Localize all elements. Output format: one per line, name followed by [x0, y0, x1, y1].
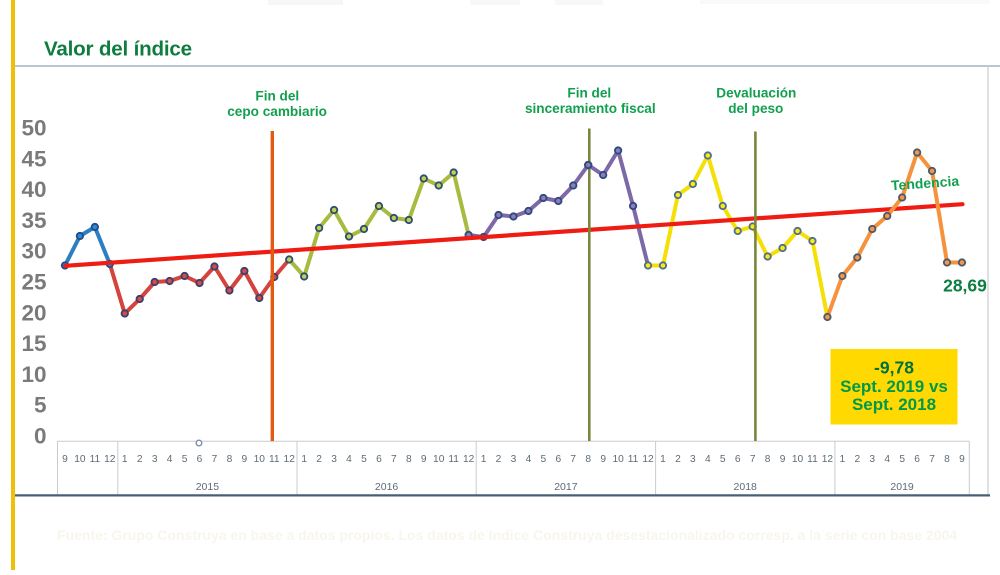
- svg-text:9: 9: [780, 454, 786, 465]
- svg-text:9: 9: [421, 454, 427, 465]
- svg-text:8: 8: [585, 454, 591, 465]
- svg-text:6: 6: [376, 454, 382, 465]
- svg-text:8: 8: [944, 454, 950, 465]
- svg-text:4: 4: [346, 454, 352, 465]
- svg-text:0: 0: [34, 424, 47, 449]
- svg-text:45: 45: [21, 146, 46, 171]
- svg-text:2017: 2017: [554, 481, 578, 493]
- svg-text:10: 10: [612, 454, 624, 465]
- svg-text:28,69: 28,69: [943, 276, 987, 296]
- svg-text:11: 11: [807, 454, 818, 465]
- svg-text:11: 11: [628, 454, 639, 465]
- svg-text:8: 8: [227, 454, 233, 465]
- svg-text:2: 2: [496, 454, 502, 465]
- svg-text:9: 9: [959, 454, 965, 465]
- svg-text:10: 10: [254, 454, 266, 465]
- svg-text:15: 15: [21, 331, 46, 356]
- svg-text:40: 40: [21, 177, 46, 202]
- svg-text:3: 3: [511, 454, 517, 465]
- svg-text:1: 1: [660, 454, 666, 465]
- svg-text:30: 30: [21, 239, 46, 264]
- svg-text:3: 3: [331, 454, 337, 465]
- svg-text:-9,78: -9,78: [874, 358, 914, 378]
- svg-text:7: 7: [570, 454, 576, 465]
- svg-text:Fuente: Grupo Construya en bas: Fuente: Grupo Construya en base a datos …: [57, 527, 957, 543]
- svg-text:12: 12: [463, 454, 475, 465]
- svg-text:1: 1: [301, 454, 307, 465]
- svg-text:12: 12: [642, 454, 654, 465]
- svg-text:5: 5: [720, 454, 726, 465]
- svg-text:4: 4: [167, 454, 173, 465]
- svg-text:3: 3: [869, 454, 875, 465]
- svg-text:6: 6: [735, 454, 741, 465]
- svg-text:10: 10: [21, 362, 46, 387]
- svg-text:10: 10: [74, 454, 86, 465]
- svg-text:7: 7: [391, 454, 397, 465]
- svg-text:3: 3: [690, 454, 696, 465]
- svg-text:Fin del: Fin del: [567, 86, 611, 101]
- svg-text:5: 5: [182, 454, 188, 465]
- svg-text:12: 12: [104, 454, 116, 465]
- svg-text:1: 1: [481, 454, 487, 465]
- svg-text:50: 50: [21, 116, 46, 141]
- svg-text:5: 5: [361, 454, 367, 465]
- svg-text:11: 11: [90, 454, 101, 465]
- svg-text:35: 35: [21, 208, 46, 233]
- svg-text:7: 7: [929, 454, 935, 465]
- svg-text:2019: 2019: [890, 481, 914, 493]
- svg-text:Valor del índice: Valor del índice: [44, 38, 192, 61]
- svg-text:Sept. 2019 vs: Sept. 2019 vs: [840, 377, 948, 396]
- svg-text:9: 9: [62, 454, 68, 465]
- svg-text:7: 7: [212, 454, 218, 465]
- svg-text:3: 3: [152, 454, 158, 465]
- svg-text:5: 5: [541, 454, 547, 465]
- svg-text:2018: 2018: [734, 481, 758, 493]
- svg-text:2: 2: [316, 454, 322, 465]
- svg-text:5: 5: [34, 393, 47, 418]
- svg-text:2: 2: [854, 454, 860, 465]
- svg-text:6: 6: [197, 454, 203, 465]
- svg-text:1: 1: [122, 454, 128, 465]
- svg-text:5: 5: [899, 454, 905, 465]
- svg-text:Devaluación: Devaluación: [716, 86, 796, 101]
- svg-text:del peso: del peso: [728, 101, 783, 116]
- svg-text:11: 11: [269, 454, 280, 465]
- svg-text:7: 7: [750, 454, 756, 465]
- svg-text:9: 9: [600, 454, 606, 465]
- svg-text:Tendencia: Tendencia: [890, 173, 959, 194]
- svg-text:2016: 2016: [375, 481, 399, 493]
- svg-text:12: 12: [822, 454, 834, 465]
- svg-text:6: 6: [555, 454, 561, 465]
- svg-text:2015: 2015: [196, 481, 220, 493]
- svg-text:8: 8: [406, 454, 412, 465]
- svg-text:cepo cambiario: cepo cambiario: [227, 104, 327, 119]
- svg-text:Fin del: Fin del: [255, 89, 299, 104]
- svg-text:2: 2: [137, 454, 143, 465]
- svg-text:8: 8: [765, 454, 771, 465]
- svg-text:2: 2: [675, 454, 681, 465]
- svg-text:25: 25: [21, 270, 46, 295]
- svg-text:4: 4: [705, 454, 711, 465]
- svg-text:Sept. 2018: Sept. 2018: [852, 395, 936, 414]
- svg-text:sinceramiento fiscal: sinceramiento fiscal: [525, 101, 656, 116]
- svg-text:4: 4: [526, 454, 532, 465]
- svg-text:11: 11: [448, 454, 459, 465]
- svg-text:1: 1: [840, 454, 846, 465]
- svg-text:4: 4: [884, 454, 890, 465]
- svg-text:20: 20: [21, 300, 46, 325]
- svg-text:12: 12: [284, 454, 296, 465]
- svg-text:6: 6: [914, 454, 920, 465]
- svg-text:9: 9: [242, 454, 248, 465]
- svg-text:10: 10: [433, 454, 445, 465]
- svg-text:10: 10: [792, 454, 804, 465]
